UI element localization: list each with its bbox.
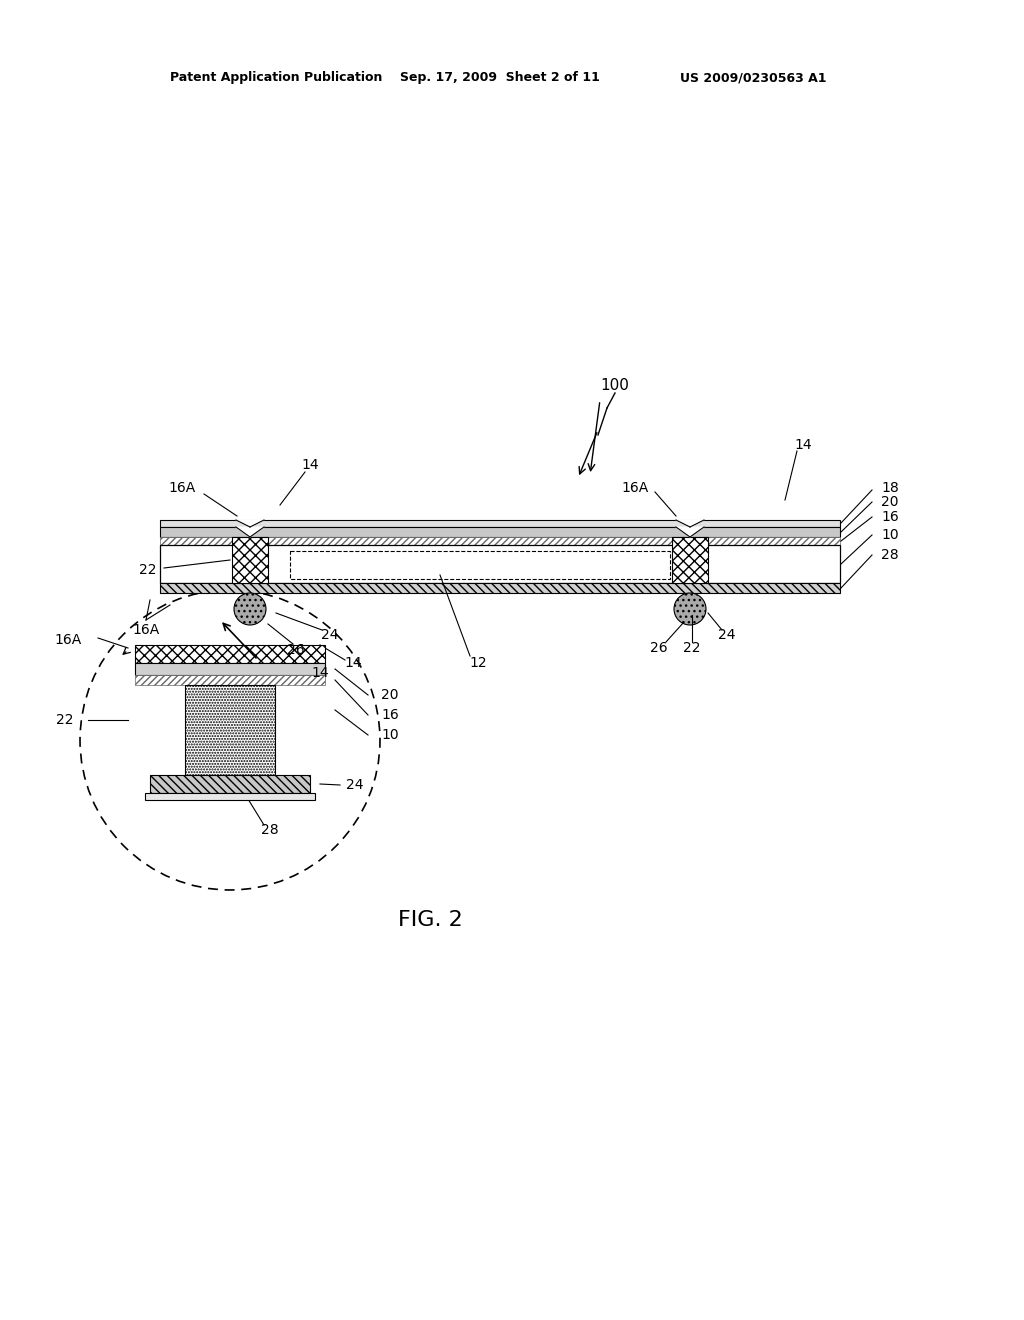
Text: 22: 22 [683,642,700,655]
Bar [672,537,708,583]
Text: 24: 24 [718,628,736,642]
Bar [232,537,268,583]
Text: 20: 20 [882,495,899,510]
Text: 16A: 16A [132,623,160,638]
Text: FIG. 2: FIG. 2 [397,909,463,931]
Bar [135,675,325,685]
Text: 16A: 16A [622,480,648,495]
Text: 16A: 16A [168,480,196,495]
Text: 16A: 16A [54,634,82,647]
Bar [160,520,840,527]
Polygon shape [676,527,705,537]
Circle shape [80,590,380,890]
Circle shape [674,593,706,624]
Bar [290,550,670,579]
Bar [160,537,840,545]
Text: 14: 14 [344,656,361,671]
Polygon shape [676,520,705,527]
Text: 20: 20 [381,688,398,702]
Text: 22: 22 [139,564,157,577]
Polygon shape [236,520,264,527]
Bar [145,793,315,800]
Text: 18: 18 [881,480,899,495]
Text: 22: 22 [56,713,74,727]
Text: Sep. 17, 2009  Sheet 2 of 11: Sep. 17, 2009 Sheet 2 of 11 [400,71,600,84]
Text: 24: 24 [322,628,339,642]
Text: 28: 28 [882,548,899,562]
Text: 12: 12 [469,656,486,671]
Polygon shape [236,527,264,537]
Bar [135,663,325,675]
Text: 14: 14 [311,667,329,680]
Text: 26: 26 [650,642,668,655]
Text: 26: 26 [287,643,305,657]
Text: 16: 16 [881,510,899,524]
Bar [185,685,275,775]
Text: 100: 100 [600,378,630,392]
Bar [160,545,840,583]
Circle shape [234,593,266,624]
Bar [160,527,840,537]
Text: Patent Application Publication: Patent Application Publication [170,71,382,84]
Text: 10: 10 [381,729,398,742]
Bar [135,645,325,663]
Text: 10: 10 [882,528,899,543]
Text: 14: 14 [795,438,812,451]
Text: 14: 14 [301,458,318,473]
Bar [160,583,840,593]
Text: 24: 24 [346,777,364,792]
Bar [150,775,310,793]
Text: 16: 16 [381,708,399,722]
Text: 28: 28 [261,822,279,837]
Text: US 2009/0230563 A1: US 2009/0230563 A1 [680,71,826,84]
